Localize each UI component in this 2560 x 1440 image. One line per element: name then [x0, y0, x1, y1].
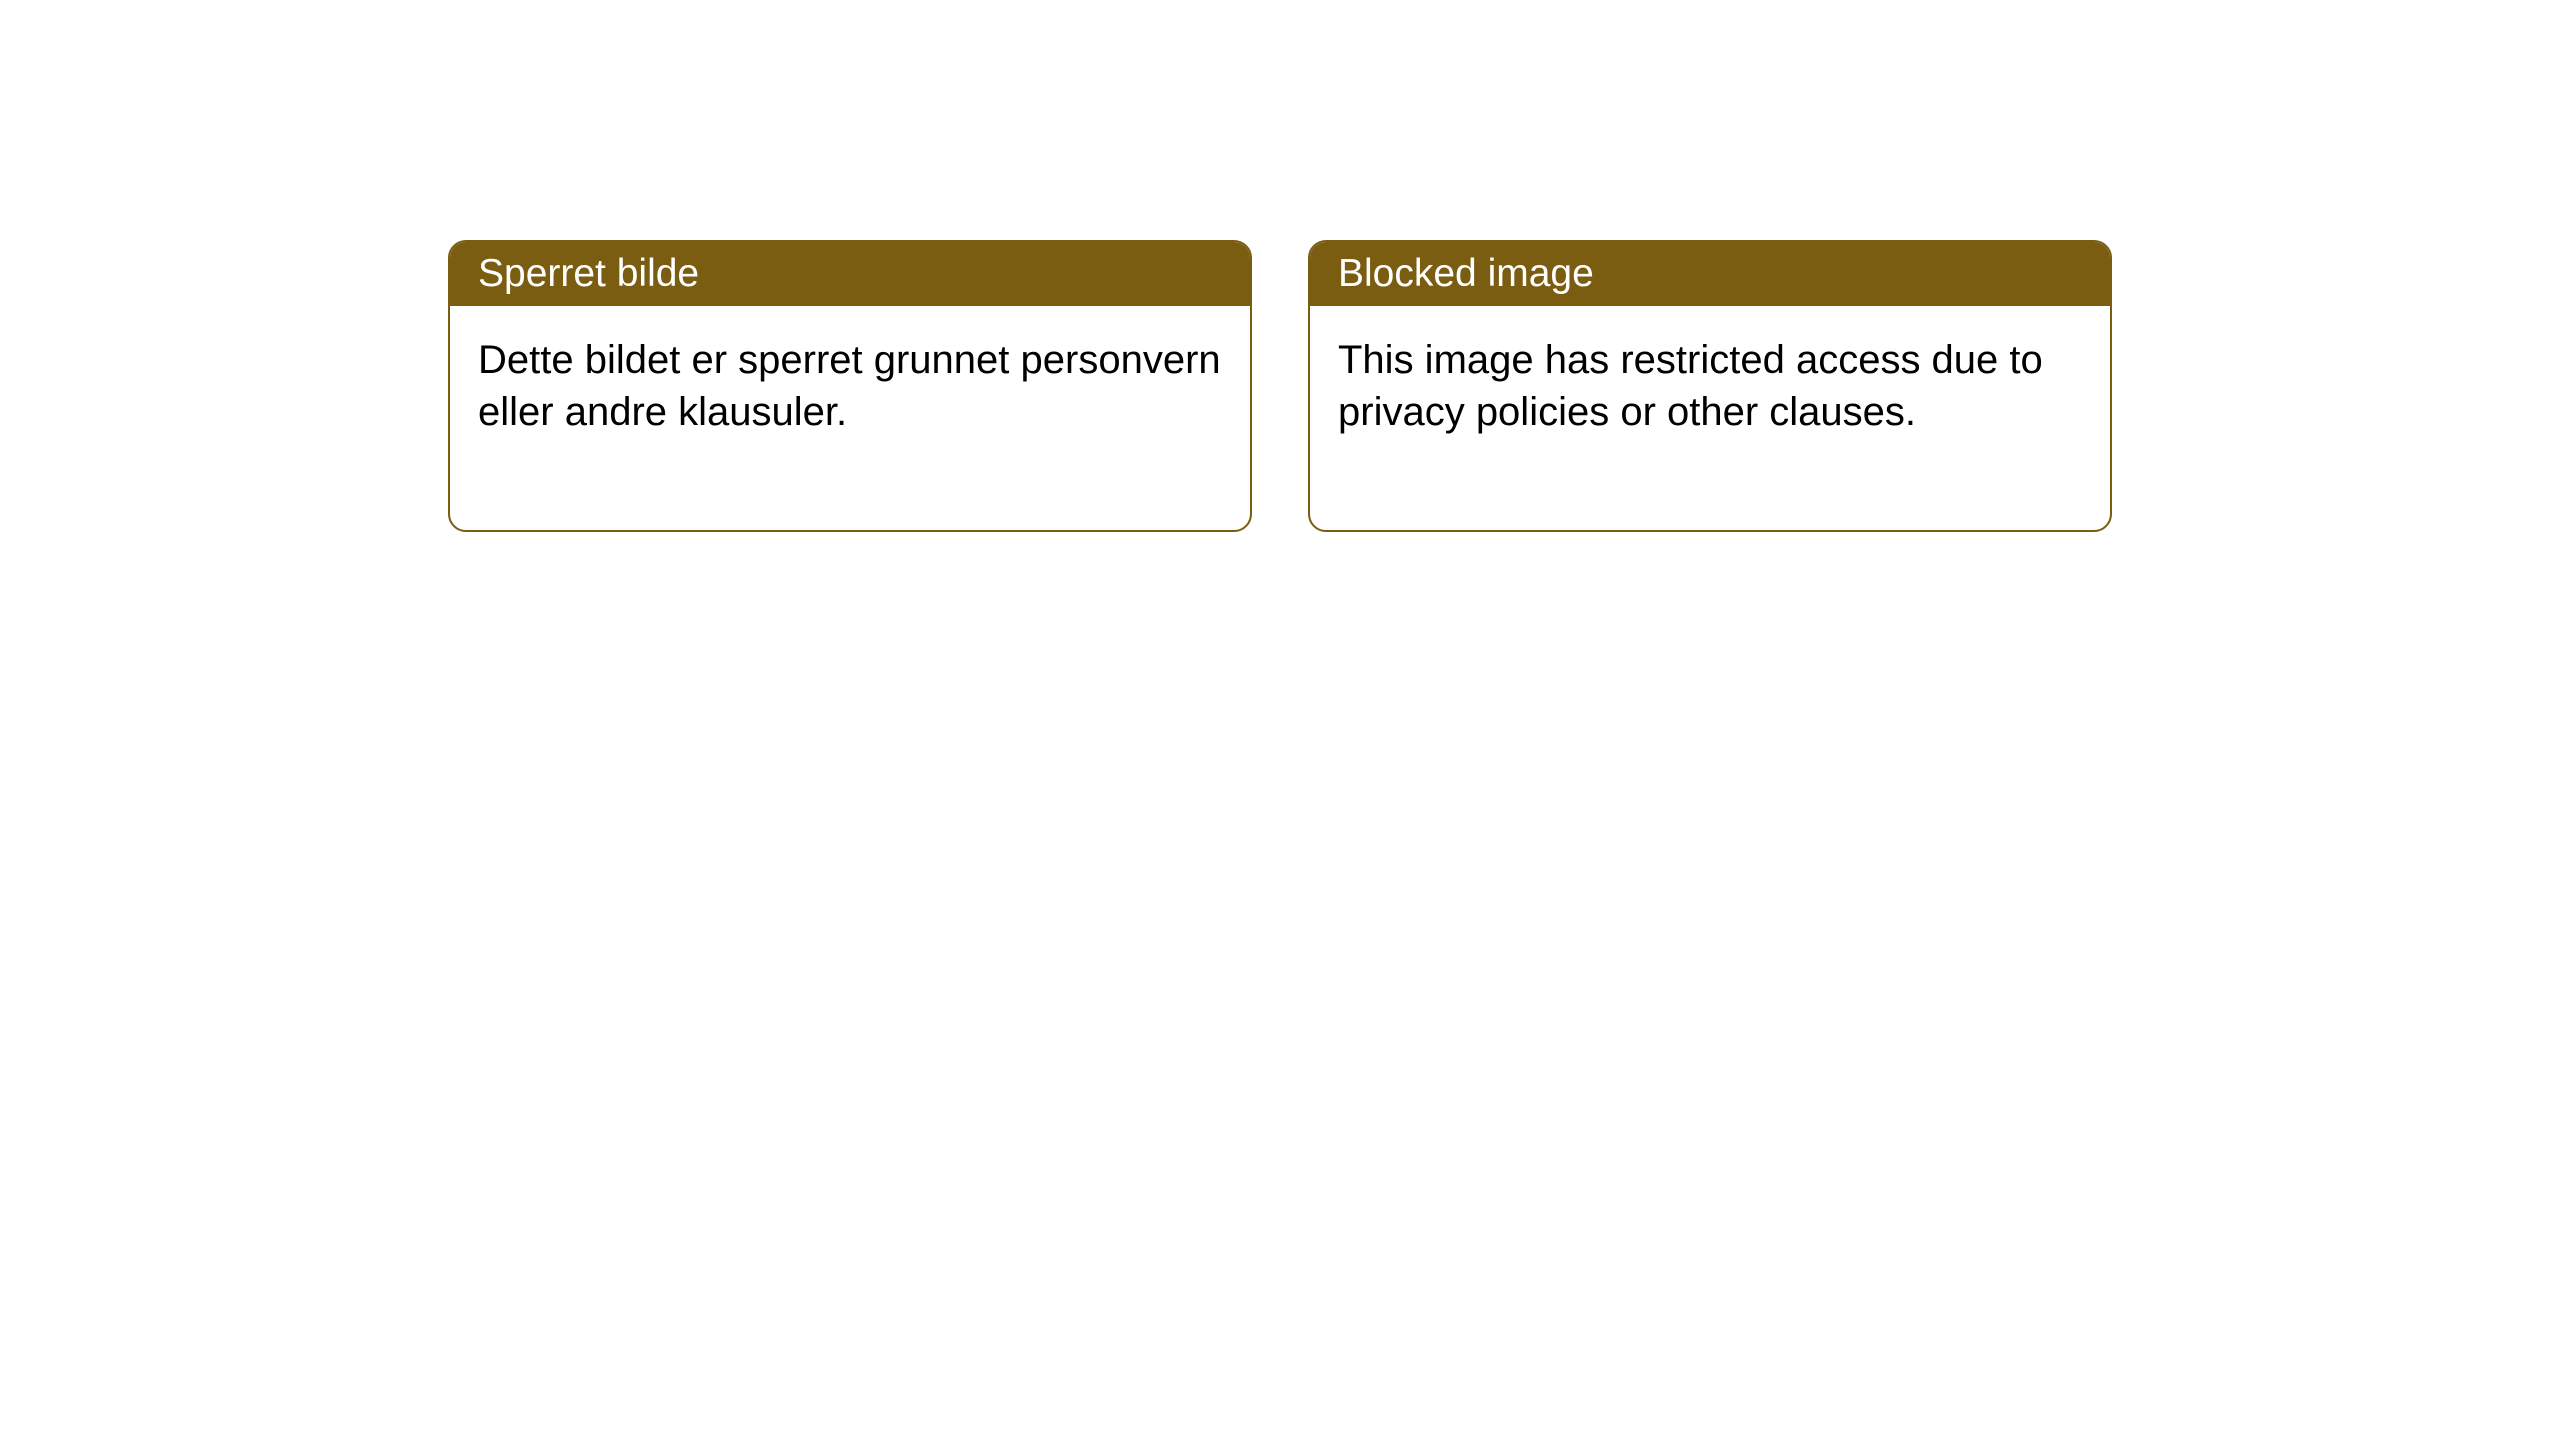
notice-title-english: Blocked image	[1338, 252, 1594, 295]
notice-text-english: This image has restricted access due to …	[1338, 338, 2043, 434]
notice-box-norwegian: Sperret bilde Dette bildet er sperret gr…	[448, 240, 1252, 532]
notice-body-english: This image has restricted access due to …	[1310, 306, 2110, 530]
notice-box-english: Blocked image This image has restricted …	[1308, 240, 2112, 532]
notice-title-norwegian: Sperret bilde	[478, 252, 699, 295]
notice-header-norwegian: Sperret bilde	[450, 242, 1250, 306]
notice-container: Sperret bilde Dette bildet er sperret gr…	[448, 240, 2112, 532]
notice-header-english: Blocked image	[1310, 242, 2110, 306]
notice-text-norwegian: Dette bildet er sperret grunnet personve…	[478, 338, 1221, 434]
notice-body-norwegian: Dette bildet er sperret grunnet personve…	[450, 306, 1250, 530]
